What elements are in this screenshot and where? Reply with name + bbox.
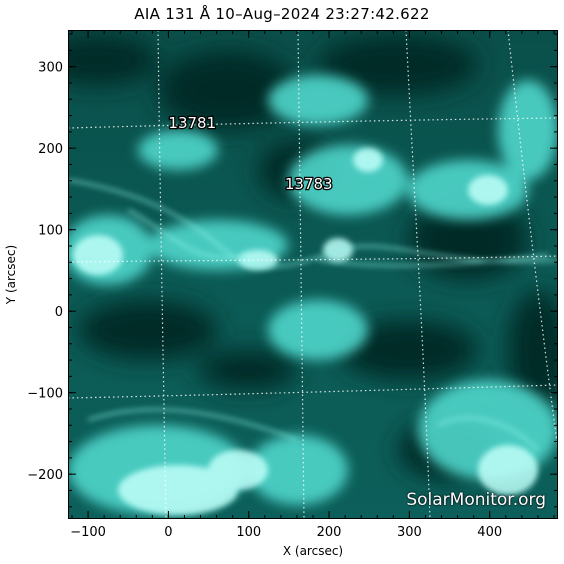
x-tick-label: 0 — [164, 525, 172, 540]
solar-image-plot: 13781 13783 — [68, 30, 558, 519]
y-tick-label: 0 — [55, 305, 63, 320]
heliographic-grid — [68, 30, 558, 519]
x-tick-label: −100 — [70, 525, 106, 540]
watermark-text: SolarMonitor.org — [406, 490, 546, 510]
y-tick-label: 200 — [38, 142, 63, 157]
x-tick-label: 400 — [477, 525, 502, 540]
y-tick-label: 300 — [38, 61, 63, 76]
x-tick-label: 100 — [236, 525, 261, 540]
image-title: AIA 131 Å 10–Aug–2024 23:27:42.622 — [134, 5, 430, 23]
coronal-image — [68, 30, 558, 519]
x-axis-label: X (arcsec) — [283, 544, 343, 558]
active-region-labels: 13781 13783 — [167, 113, 334, 195]
y-tick-label: −100 — [27, 387, 63, 402]
region-label: 13781 — [168, 114, 216, 132]
region-label: 13783 — [285, 175, 333, 193]
x-tick-label: 300 — [397, 525, 422, 540]
y-axis-label: Y (arcsec) — [4, 245, 18, 305]
x-tick-label: 200 — [317, 525, 342, 540]
y-tick-label: −200 — [27, 468, 63, 483]
y-tick-label: 100 — [38, 224, 63, 239]
